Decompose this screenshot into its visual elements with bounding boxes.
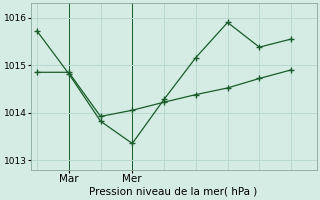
X-axis label: Pression niveau de la mer( hPa ): Pression niveau de la mer( hPa ) xyxy=(90,187,258,197)
